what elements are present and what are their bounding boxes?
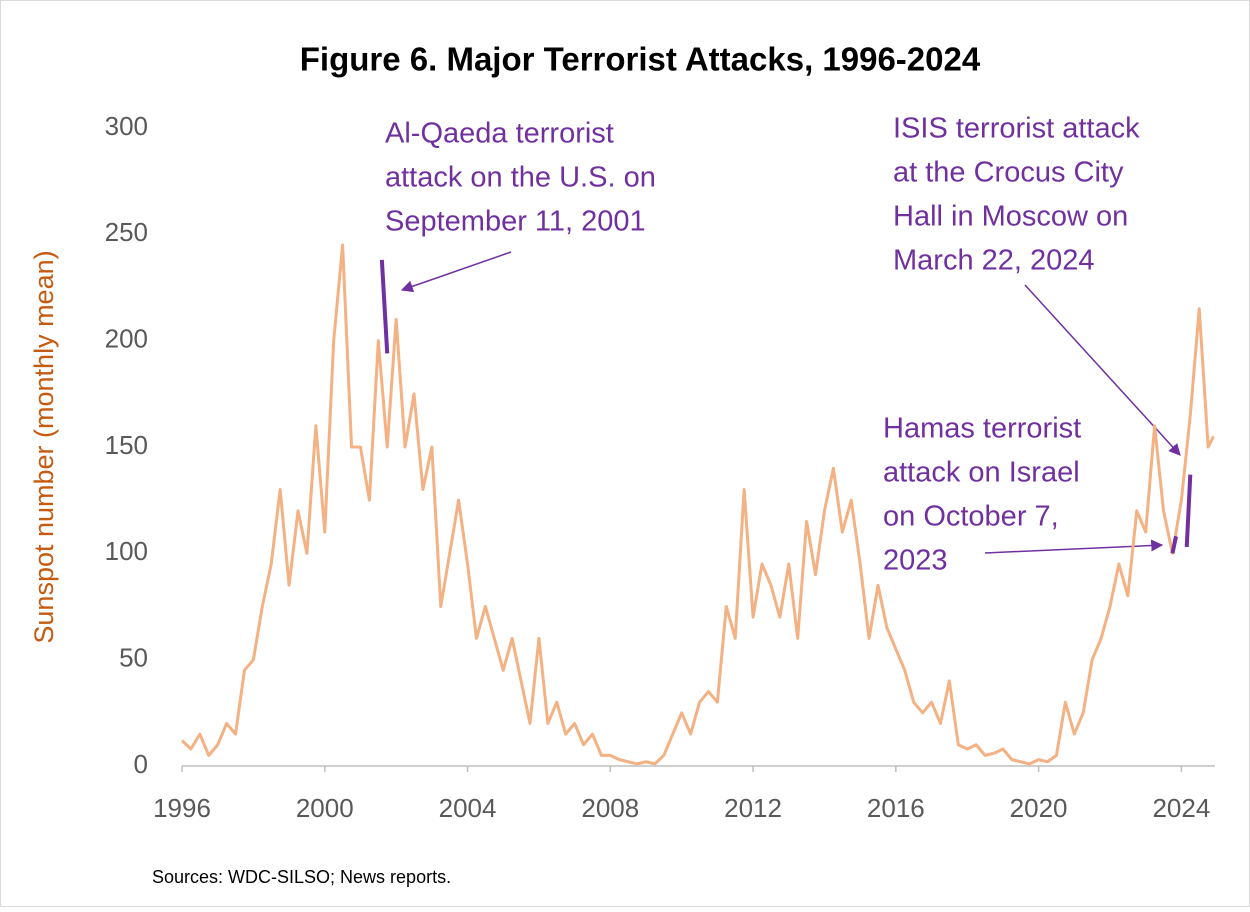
annotation: ISIS terrorist attack — [893, 113, 1140, 145]
annotation: September 11, 2001 — [385, 206, 646, 238]
y-tick-label: 100 — [105, 536, 148, 566]
x-tick-label: 2016 — [867, 793, 925, 823]
y-tick-label: 300 — [105, 111, 148, 141]
arrow — [400, 251, 512, 293]
line — [379, 259, 390, 354]
y-tick-label: 0 — [134, 749, 148, 779]
x-tick-label: 2004 — [439, 793, 497, 823]
y-tick-label: 50 — [119, 643, 148, 673]
y-tick-label: 200 — [105, 324, 148, 354]
annotation: Al-Qaeda terrorist — [385, 118, 614, 150]
annotation: March 22, 2024 — [893, 245, 1095, 277]
annotation: at the Crocus City — [893, 157, 1124, 189]
x-tick-label: 1996 — [153, 793, 211, 823]
x-tick-label: 2008 — [581, 793, 639, 823]
x-tick-label: 2000 — [296, 793, 354, 823]
y-axis-label: Sunspot number (monthly mean) — [29, 250, 59, 643]
annotation: attack on Israel — [883, 457, 1080, 489]
y-tick-label: 150 — [105, 430, 148, 460]
source: Sources: WDC-SILSO; News reports. — [152, 867, 451, 887]
annotation: on October 7, — [883, 501, 1059, 533]
x-tick-label: 2020 — [1010, 793, 1068, 823]
y-tick-label: 250 — [105, 217, 148, 247]
chart-title: Figure 6. Major Terrorist Attacks, 1996-… — [300, 41, 981, 78]
line — [180, 243, 1215, 766]
line — [1170, 535, 1178, 554]
line — [1184, 474, 1193, 548]
x-tick-label: 2024 — [1152, 793, 1210, 823]
annotation: attack on the U.S. on — [385, 162, 656, 194]
annotation: Hamas terrorist — [883, 413, 1081, 445]
x-tick-label: 2012 — [724, 793, 782, 823]
annotation: Hall in Moscow on — [893, 201, 1128, 233]
annotation: 2023 — [883, 545, 948, 577]
